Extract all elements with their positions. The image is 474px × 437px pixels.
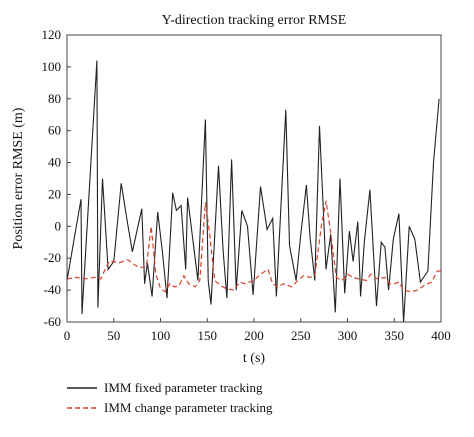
x-tick-label: 150 xyxy=(198,328,218,343)
chart-title: Y-direction tracking error RMSE xyxy=(162,13,347,28)
y-tick-label: 100 xyxy=(42,59,62,74)
legend-label-change: IMM change parameter tracking xyxy=(104,400,273,415)
y-tick-label: -20 xyxy=(44,250,61,265)
x-tick-label: 50 xyxy=(107,328,120,343)
y-tick-label: -60 xyxy=(44,314,61,329)
x-tick-label: 250 xyxy=(291,328,311,343)
y-tick-label: 40 xyxy=(48,155,61,170)
series-line-fixed xyxy=(66,60,440,323)
y-tick-label: -40 xyxy=(44,282,61,297)
plot-area xyxy=(66,60,443,323)
x-tick-label: 350 xyxy=(385,328,405,343)
x-tick-label: 300 xyxy=(338,328,358,343)
y-tick-label: 120 xyxy=(42,27,62,42)
x-tick-label: 0 xyxy=(64,328,71,343)
y-tick-label: 60 xyxy=(48,123,61,138)
x-tick-label: 200 xyxy=(244,328,264,343)
y-axis-title: Position error RMSE (m) xyxy=(11,107,26,249)
y-tick-label: 0 xyxy=(55,218,62,233)
x-tick-label: 400 xyxy=(431,328,451,343)
legend: IMM fixed parameter tracking IMM change … xyxy=(67,380,273,415)
x-tick-label: 100 xyxy=(151,328,171,343)
axes: -60 -40 -20 0 20 40 60 80 100 120 0 50 100 150 200 250 3… xyxy=(42,27,451,343)
y-tick-label: 80 xyxy=(48,91,61,106)
y-tick-label: 20 xyxy=(48,186,61,201)
legend-label-fixed: IMM fixed parameter tracking xyxy=(104,380,263,395)
x-axis-title: t (s) xyxy=(243,351,266,366)
series-line-change xyxy=(66,200,443,293)
